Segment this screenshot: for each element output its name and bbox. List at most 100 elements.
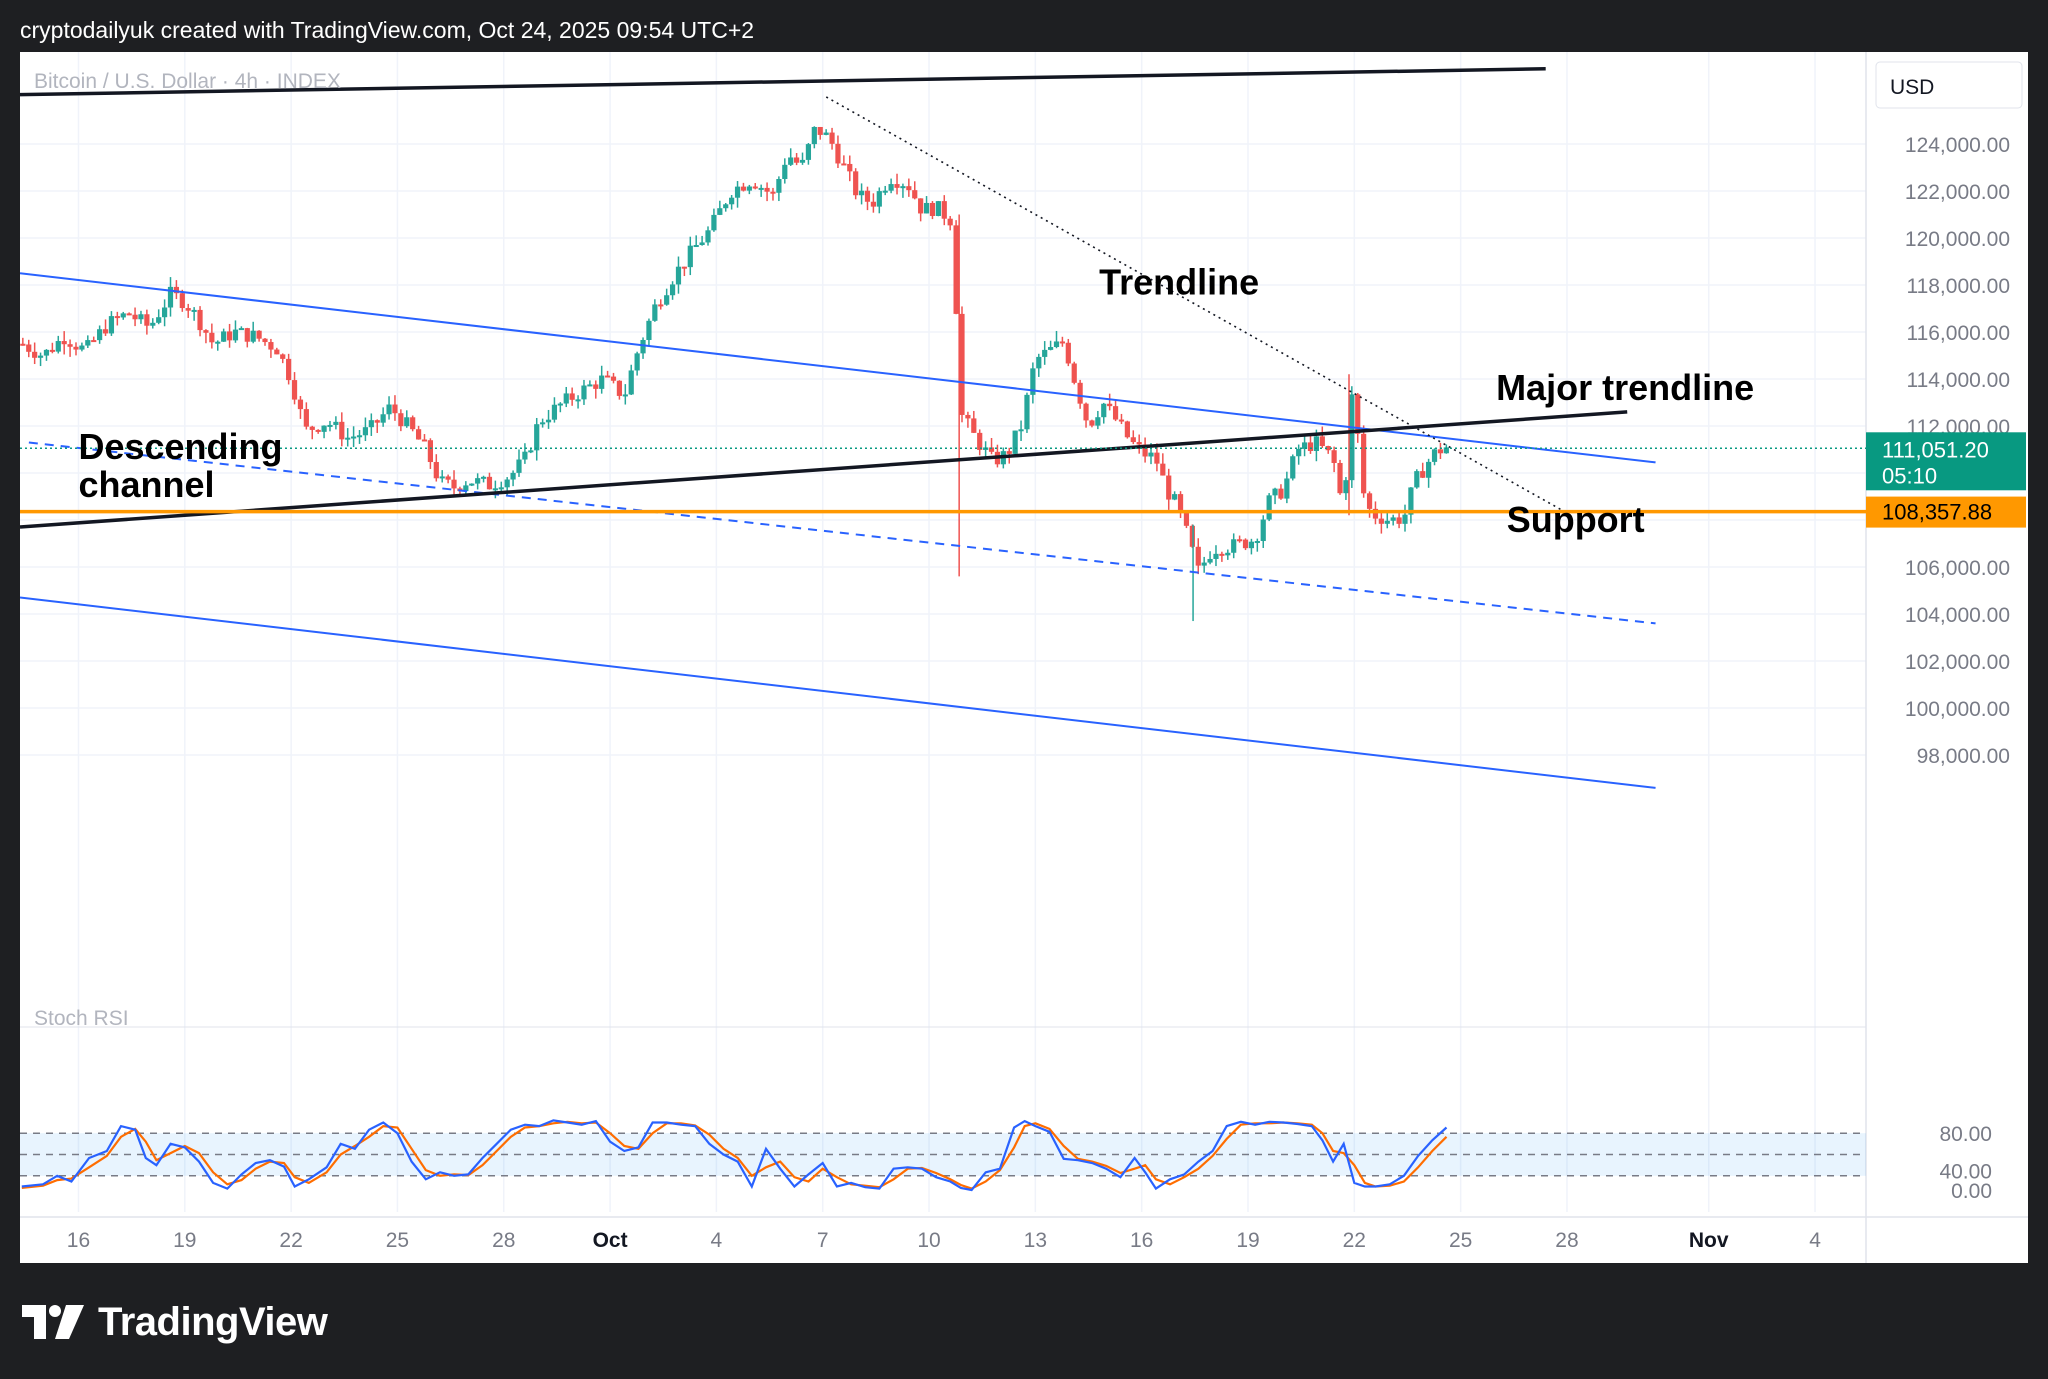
candle-up (1414, 471, 1420, 488)
candle-up (1290, 456, 1296, 479)
candle-down (1118, 419, 1125, 422)
chart-canvas[interactable]: Trendline Major trendline Descending channe… (20, 52, 2028, 1263)
candle-up (1301, 442, 1308, 449)
candle-down (1337, 462, 1343, 494)
candle-up (776, 179, 782, 193)
candle-up (717, 208, 723, 215)
candle-down (906, 186, 912, 191)
time-axis-label: 22 (279, 1229, 302, 1252)
candle-up (321, 425, 327, 432)
stoch-axis-label: 80.00 (1939, 1123, 1992, 1146)
candle-down (291, 380, 298, 400)
candle-down (286, 358, 292, 381)
time-axis-label: 4 (711, 1229, 723, 1252)
candle-down (309, 426, 315, 430)
candle-up (1443, 447, 1449, 454)
time-axis-label: 22 (1343, 1229, 1366, 1252)
candle-up (1095, 417, 1101, 426)
candle-down (398, 413, 404, 427)
candle-down (1361, 433, 1367, 494)
candle-down (835, 143, 841, 164)
candle-up (333, 421, 339, 425)
candle-down (829, 132, 835, 144)
candle-up (1343, 480, 1349, 494)
tradingview-brand-text: TradingView (98, 1299, 328, 1344)
candle-up (1284, 478, 1290, 499)
candle-down (1077, 382, 1083, 404)
candle-down (770, 191, 776, 194)
stoch-rsi-lines (21, 1119, 1448, 1192)
major-trendline (20, 410, 1628, 529)
stoch-axis-label: 0.00 (1951, 1180, 1992, 1203)
candle-down (1124, 421, 1130, 438)
candle-up (1296, 448, 1302, 457)
candle-down (870, 201, 876, 207)
candle-up (161, 307, 168, 318)
candle-up (652, 304, 658, 321)
candle-down (918, 198, 924, 214)
candle-up (510, 472, 516, 480)
tradingview-logo: TradingView (22, 1299, 328, 1344)
candle-down (1355, 394, 1361, 434)
support-price-value: 108,357.88 (1882, 500, 1992, 525)
candle-up (37, 355, 44, 358)
candle-down (610, 376, 617, 381)
candle-up (1030, 368, 1036, 395)
candle-up (1426, 461, 1432, 478)
candle-up (439, 476, 445, 479)
candle-down (1331, 450, 1337, 463)
candle-down (988, 447, 995, 452)
candle-up (746, 186, 752, 191)
candle-up (669, 284, 676, 296)
chart-frame[interactable]: Trendline Major trendline Descending channe… (20, 52, 2028, 1263)
candle-down (1142, 444, 1148, 457)
price-axis-label: 104,000.00 (1905, 604, 2010, 627)
candle-up (900, 186, 906, 189)
channel-mid-dashed-line (28, 441, 1656, 625)
candle-countdown: 05:10 (1882, 463, 1937, 488)
candle-up (1225, 552, 1231, 556)
candle-down (486, 476, 493, 490)
candle-down (764, 187, 770, 192)
candle-down (1183, 511, 1190, 526)
candle-up (191, 309, 197, 312)
candle-up (640, 339, 646, 354)
candle-up (1231, 539, 1237, 553)
candle-up (43, 349, 50, 356)
candle-up (167, 286, 174, 308)
time-axis-label: Nov (1689, 1229, 1729, 1252)
candle-up (516, 459, 522, 473)
candle-up (380, 414, 386, 423)
candle-up (1254, 541, 1260, 544)
candle-down (1166, 475, 1172, 500)
stoch-rsi-k-line (21, 1119, 1448, 1192)
candle-down (1372, 508, 1379, 519)
stoch-axis-label: 40.00 (1939, 1161, 1992, 1184)
candlestick-series (20, 126, 1449, 622)
currency-box[interactable] (1875, 61, 2023, 109)
candle-down (20, 343, 26, 346)
currency-selector[interactable]: USD (1875, 61, 2023, 109)
candle-up (1390, 517, 1396, 521)
candle-up (923, 202, 930, 214)
candle-up (646, 320, 652, 340)
candle-up (1272, 488, 1278, 496)
candle-down (1083, 403, 1089, 421)
candle-down (604, 375, 611, 378)
price-axis-label: 98,000.00 (1917, 745, 2010, 768)
candle-down (427, 440, 433, 463)
candle-down (280, 354, 286, 359)
price-axis-label: 124,000.00 (1905, 134, 2010, 157)
candle-down (274, 349, 280, 355)
candle-down (1177, 494, 1184, 512)
candle-down (268, 342, 274, 350)
candle-down (451, 479, 457, 489)
candle-down (433, 462, 439, 479)
top-trendline (20, 67, 1546, 97)
candle-up (120, 313, 126, 318)
candle-up (935, 201, 941, 216)
candle-down (864, 190, 871, 202)
candle-down (49, 349, 55, 352)
candle-up (545, 419, 552, 423)
currency-label[interactable]: USD (1890, 76, 1934, 99)
